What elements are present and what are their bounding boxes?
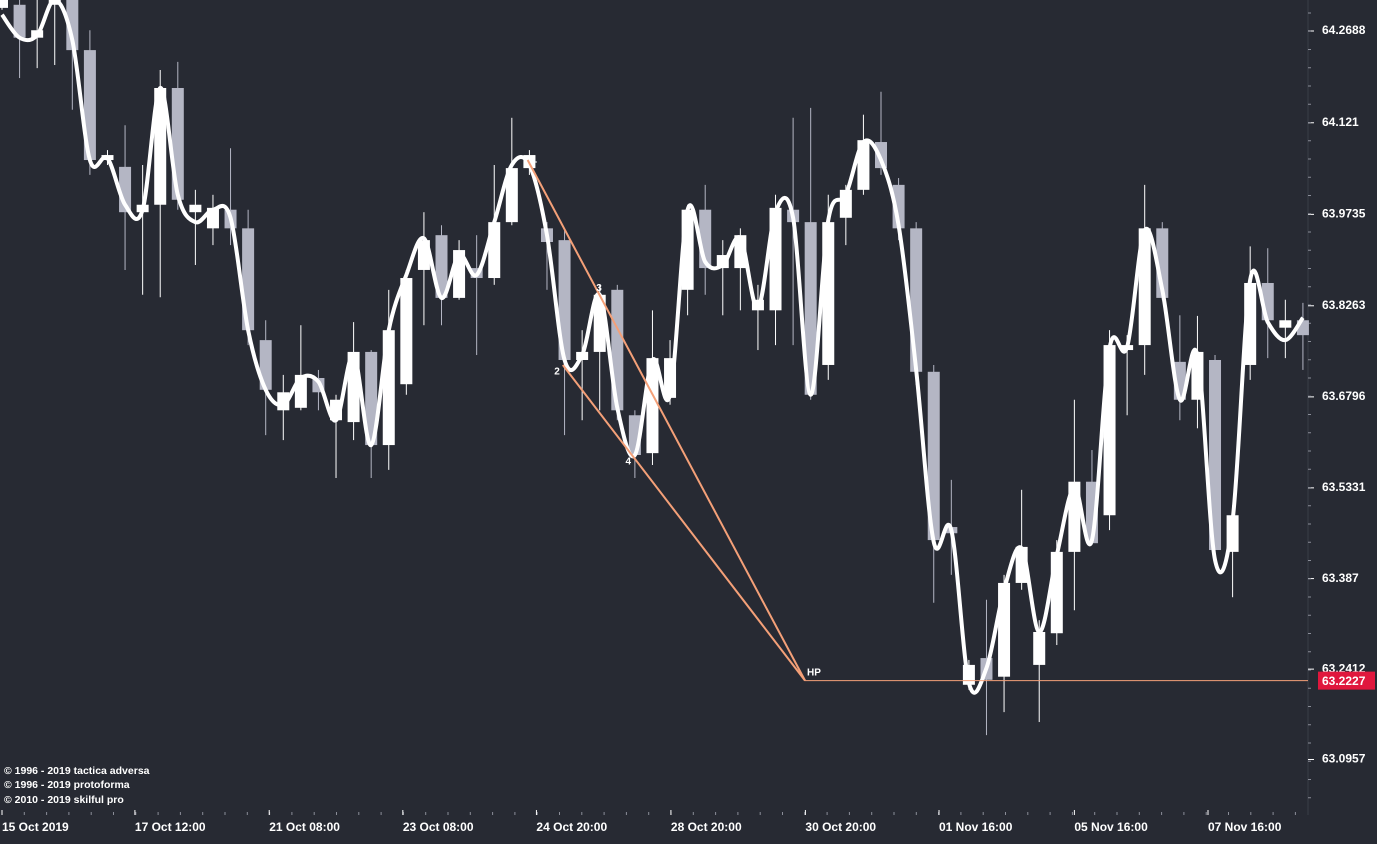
copyright: © 1996 - 2019 tactica adversa © 1996 - 2… bbox=[4, 765, 150, 806]
candle-body bbox=[400, 278, 413, 385]
pattern-label: 3 bbox=[596, 283, 602, 294]
y-tick-label: 63.387 bbox=[1322, 571, 1359, 585]
x-tick-label: 24 Oct 20:00 bbox=[536, 820, 607, 834]
copyright-line: © 1996 - 2019 tactica adversa bbox=[4, 765, 150, 777]
x-tick-label: 07 Nov 16:00 bbox=[1208, 820, 1282, 834]
x-tick-label: 15 Oct 2019 bbox=[2, 820, 69, 834]
x-tick-label: 01 Nov 16:00 bbox=[939, 820, 1013, 834]
pattern-line bbox=[562, 364, 806, 682]
smooth-line bbox=[0, 0, 1305, 695]
candle-body bbox=[13, 4, 26, 38]
x-tick-label: 23 Oct 08:00 bbox=[403, 820, 474, 834]
candle-body bbox=[505, 168, 518, 223]
x-tick-label: 17 Oct 12:00 bbox=[135, 820, 206, 834]
y-tick-label: 63.5331 bbox=[1322, 480, 1366, 494]
candle-body bbox=[48, 0, 61, 5]
y-tick-label: 63.9735 bbox=[1322, 207, 1366, 221]
y-tick-label: 63.6796 bbox=[1322, 389, 1366, 403]
price-box-label: 63.2227 bbox=[1322, 674, 1366, 688]
pattern-line bbox=[526, 159, 806, 682]
y-tick-label: 64.2688 bbox=[1322, 23, 1366, 37]
candle-body bbox=[365, 351, 378, 446]
price-box bbox=[1318, 671, 1375, 690]
candle-body bbox=[189, 204, 202, 213]
y-tick-label: 63.0957 bbox=[1322, 752, 1366, 766]
pattern-label: HP bbox=[807, 667, 821, 678]
candle-body bbox=[804, 222, 817, 395]
candle-body bbox=[927, 371, 940, 541]
candle-body bbox=[1138, 228, 1151, 346]
candle-body bbox=[435, 235, 448, 298]
candle-body bbox=[154, 87, 167, 205]
x-tick-label: 21 Oct 08:00 bbox=[269, 820, 340, 834]
candle-body bbox=[1209, 359, 1222, 551]
y-tick-label: 64.121 bbox=[1322, 115, 1359, 129]
candle-body bbox=[66, 0, 79, 51]
copyright-line: © 2010 - 2019 skilful pro bbox=[4, 794, 124, 806]
candle-body bbox=[558, 240, 571, 360]
pattern-label: 1 bbox=[532, 155, 538, 166]
x-tick-label: 30 Oct 20:00 bbox=[805, 820, 876, 834]
copyright-line: © 1996 - 2019 protoforma bbox=[4, 779, 130, 791]
candle-body bbox=[1279, 320, 1292, 328]
candle-body bbox=[1033, 631, 1046, 665]
x-tick-label: 28 Oct 20:00 bbox=[671, 820, 742, 834]
pattern-label: 4 bbox=[625, 457, 631, 468]
pattern-label: 2 bbox=[554, 367, 560, 378]
y-tick-label: 63.8263 bbox=[1322, 298, 1366, 312]
x-tick-label: 05 Nov 16:00 bbox=[1074, 820, 1148, 834]
candle-body bbox=[0, 0, 8, 8]
candle-body bbox=[910, 228, 923, 372]
